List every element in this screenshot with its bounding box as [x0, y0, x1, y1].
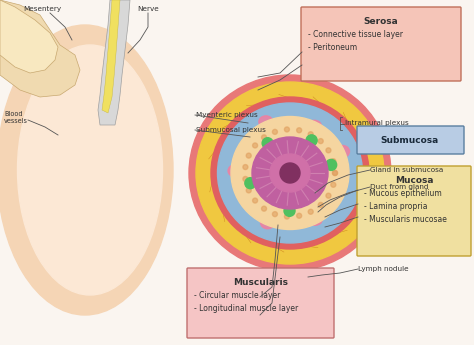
Circle shape [243, 165, 248, 169]
Text: Nerve: Nerve [137, 6, 159, 12]
Circle shape [273, 129, 277, 134]
Polygon shape [102, 0, 120, 113]
Text: Submucosa: Submucosa [381, 136, 439, 145]
Circle shape [326, 193, 331, 198]
Text: Myenteric plexus: Myenteric plexus [196, 112, 258, 118]
Ellipse shape [196, 82, 384, 264]
Circle shape [318, 206, 323, 212]
Text: Duct from gland: Duct from gland [370, 184, 428, 190]
Ellipse shape [211, 97, 369, 249]
Circle shape [251, 203, 257, 209]
Ellipse shape [336, 146, 349, 157]
Circle shape [308, 209, 313, 214]
Text: Intramural plexus: Intramural plexus [345, 120, 409, 126]
Text: Submucosal plexus: Submucosal plexus [196, 127, 266, 133]
Circle shape [284, 214, 290, 219]
Circle shape [318, 203, 323, 207]
Ellipse shape [261, 217, 274, 229]
Text: Mesentery: Mesentery [23, 6, 61, 12]
Ellipse shape [308, 120, 321, 132]
Text: - Lamina propria: - Lamina propria [364, 202, 428, 211]
Polygon shape [98, 0, 130, 125]
Circle shape [284, 127, 290, 132]
Ellipse shape [270, 154, 310, 192]
Circle shape [326, 148, 331, 153]
Circle shape [318, 139, 323, 144]
Polygon shape [0, 0, 80, 97]
Text: Muscularis: Muscularis [233, 278, 288, 287]
Text: - Mucous epithelium: - Mucous epithelium [364, 189, 442, 198]
Circle shape [262, 135, 266, 140]
Ellipse shape [308, 213, 322, 225]
Polygon shape [0, 0, 58, 73]
Circle shape [253, 143, 257, 148]
Circle shape [297, 213, 301, 218]
FancyBboxPatch shape [357, 166, 471, 256]
FancyBboxPatch shape [301, 7, 461, 81]
Text: - Connective tissue layer: - Connective tissue layer [308, 30, 403, 39]
Text: - Peritoneum: - Peritoneum [308, 43, 357, 52]
Text: Gland in submucosa: Gland in submucosa [370, 167, 443, 173]
Circle shape [262, 138, 273, 149]
Ellipse shape [189, 75, 391, 271]
Ellipse shape [0, 25, 173, 315]
Circle shape [331, 159, 336, 164]
Circle shape [280, 163, 300, 183]
Ellipse shape [231, 117, 349, 229]
Circle shape [273, 211, 277, 217]
Circle shape [243, 176, 248, 181]
Circle shape [284, 205, 295, 216]
Circle shape [245, 178, 256, 189]
Ellipse shape [228, 165, 242, 177]
Circle shape [308, 132, 313, 137]
Text: Lymph nodule: Lymph nodule [358, 266, 409, 272]
Ellipse shape [18, 45, 163, 295]
Ellipse shape [259, 116, 273, 128]
Text: - Longitudinal muscle layer: - Longitudinal muscle layer [194, 304, 298, 313]
Circle shape [297, 128, 301, 133]
FancyBboxPatch shape [357, 126, 464, 154]
Text: Mucosa: Mucosa [395, 176, 433, 185]
Circle shape [326, 159, 337, 170]
Circle shape [325, 139, 330, 145]
Circle shape [246, 188, 251, 193]
Circle shape [332, 170, 337, 176]
Text: - Muscularis mucosae: - Muscularis mucosae [364, 215, 447, 224]
Text: Blood
vessels: Blood vessels [4, 110, 28, 124]
Ellipse shape [252, 137, 328, 209]
Circle shape [252, 139, 258, 145]
Circle shape [246, 153, 251, 158]
Circle shape [331, 182, 336, 187]
Text: - Circular muscle layer: - Circular muscle layer [194, 291, 281, 300]
Circle shape [253, 198, 257, 203]
Circle shape [306, 135, 317, 146]
Circle shape [262, 206, 266, 211]
FancyBboxPatch shape [187, 268, 334, 338]
Text: Serosa: Serosa [364, 17, 398, 26]
Circle shape [332, 170, 337, 176]
Ellipse shape [218, 103, 363, 243]
